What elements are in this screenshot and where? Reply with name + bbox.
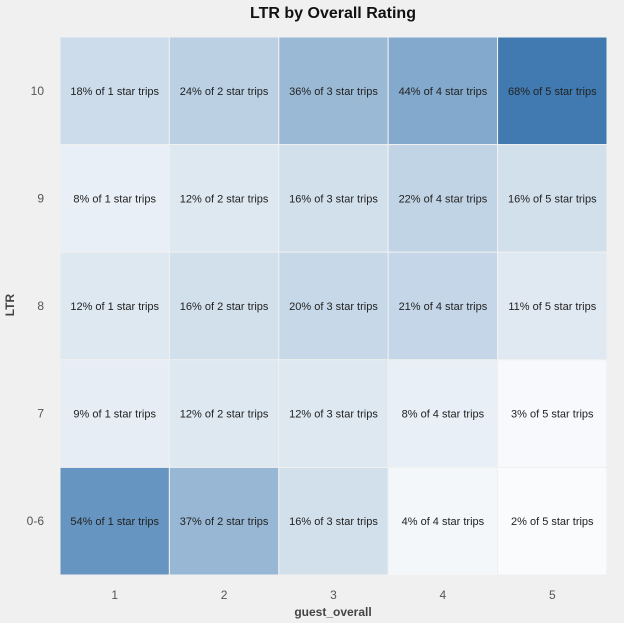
heatmap-cell bbox=[387, 251, 499, 361]
y-tick-label: 0-6 bbox=[27, 514, 45, 528]
y-axis-ticks: 10 9 8 7 0-6 bbox=[27, 84, 45, 528]
y-tick-label: 8 bbox=[37, 299, 44, 313]
chart-title: LTR by Overall Rating bbox=[250, 5, 416, 22]
heatmap-cell bbox=[59, 359, 170, 468]
cell-label: 16% of 3 star trips bbox=[289, 516, 378, 528]
cell-label: 12% of 2 star trips bbox=[180, 409, 269, 421]
cell-label: 4% of 4 star trips bbox=[402, 516, 485, 528]
cell-label: 36% of 3 star trips bbox=[289, 86, 378, 98]
cell-label: 16% of 3 star trips bbox=[289, 193, 378, 205]
heatmap-cell bbox=[278, 251, 389, 361]
heatmap-cell bbox=[168, 251, 280, 361]
heatmap-cell bbox=[59, 144, 170, 253]
heatmap-cell bbox=[278, 144, 389, 253]
x-tick-label: 1 bbox=[111, 588, 118, 602]
heatmap-cell bbox=[168, 359, 280, 468]
cell-label: 22% of 4 star trips bbox=[399, 193, 488, 205]
heatmap-cell bbox=[168, 36, 280, 146]
heatmap-cell bbox=[497, 251, 608, 361]
cell-label: 12% of 2 star trips bbox=[180, 193, 269, 205]
heatmap-cell bbox=[168, 466, 280, 576]
y-axis-label: LTR bbox=[3, 293, 17, 316]
cell-label: 16% of 2 star trips bbox=[180, 301, 269, 313]
cell-label: 11% of 5 star trips bbox=[508, 301, 596, 313]
heatmap-cell bbox=[59, 36, 170, 146]
y-tick-label: 7 bbox=[37, 407, 44, 421]
cell-label: 20% of 3 star trips bbox=[289, 301, 378, 313]
heatmap-cell bbox=[387, 36, 499, 146]
heatmap-cell bbox=[278, 359, 389, 468]
cell-label: 12% of 3 star trips bbox=[289, 409, 378, 421]
cell-label: 68% of 5 star trips bbox=[508, 86, 597, 98]
x-tick-label: 5 bbox=[549, 588, 556, 602]
heatmap-cell bbox=[59, 466, 170, 576]
cell-label: 3% of 5 star trips bbox=[511, 409, 594, 421]
x-tick-label: 4 bbox=[440, 588, 447, 602]
x-axis-ticks: 1 2 3 4 5 bbox=[111, 588, 556, 602]
cell-label: 44% of 4 star trips bbox=[399, 86, 488, 98]
cell-label: 8% of 1 star trips bbox=[73, 193, 156, 205]
x-axis-label: guest_overall bbox=[294, 605, 371, 619]
heatmap-cell bbox=[278, 466, 389, 576]
y-tick-label: 10 bbox=[31, 84, 45, 98]
heatmap-cell bbox=[387, 359, 499, 468]
heatmap-cell bbox=[497, 359, 608, 468]
heatmap-cell bbox=[497, 466, 608, 576]
heatmap-cell bbox=[497, 36, 608, 146]
cell-label: 37% of 2 star trips bbox=[180, 516, 269, 528]
cell-label: 2% of 5 star trips bbox=[511, 516, 594, 528]
cell-label: 21% of 4 star trips bbox=[399, 301, 488, 313]
x-tick-label: 3 bbox=[330, 588, 337, 602]
heatmap-cell bbox=[278, 36, 389, 146]
cell-label: 9% of 1 star trips bbox=[73, 409, 156, 421]
x-tick-label: 2 bbox=[221, 588, 228, 602]
cell-label: 12% of 1 star trips bbox=[70, 301, 159, 313]
cell-label: 24% of 2 star trips bbox=[180, 86, 269, 98]
cell-label: 8% of 4 star trips bbox=[402, 409, 485, 421]
heatmap-cell bbox=[497, 144, 608, 253]
cell-label: 16% of 5 star trips bbox=[508, 193, 597, 205]
cell-label: 54% of 1 star trips bbox=[70, 516, 159, 528]
heatmap-cells: 18% of 1 star trips 24% of 2 star trips 36… bbox=[59, 36, 608, 576]
y-tick-label: 9 bbox=[37, 191, 44, 205]
cell-label: 18% of 1 star trips bbox=[70, 86, 159, 98]
